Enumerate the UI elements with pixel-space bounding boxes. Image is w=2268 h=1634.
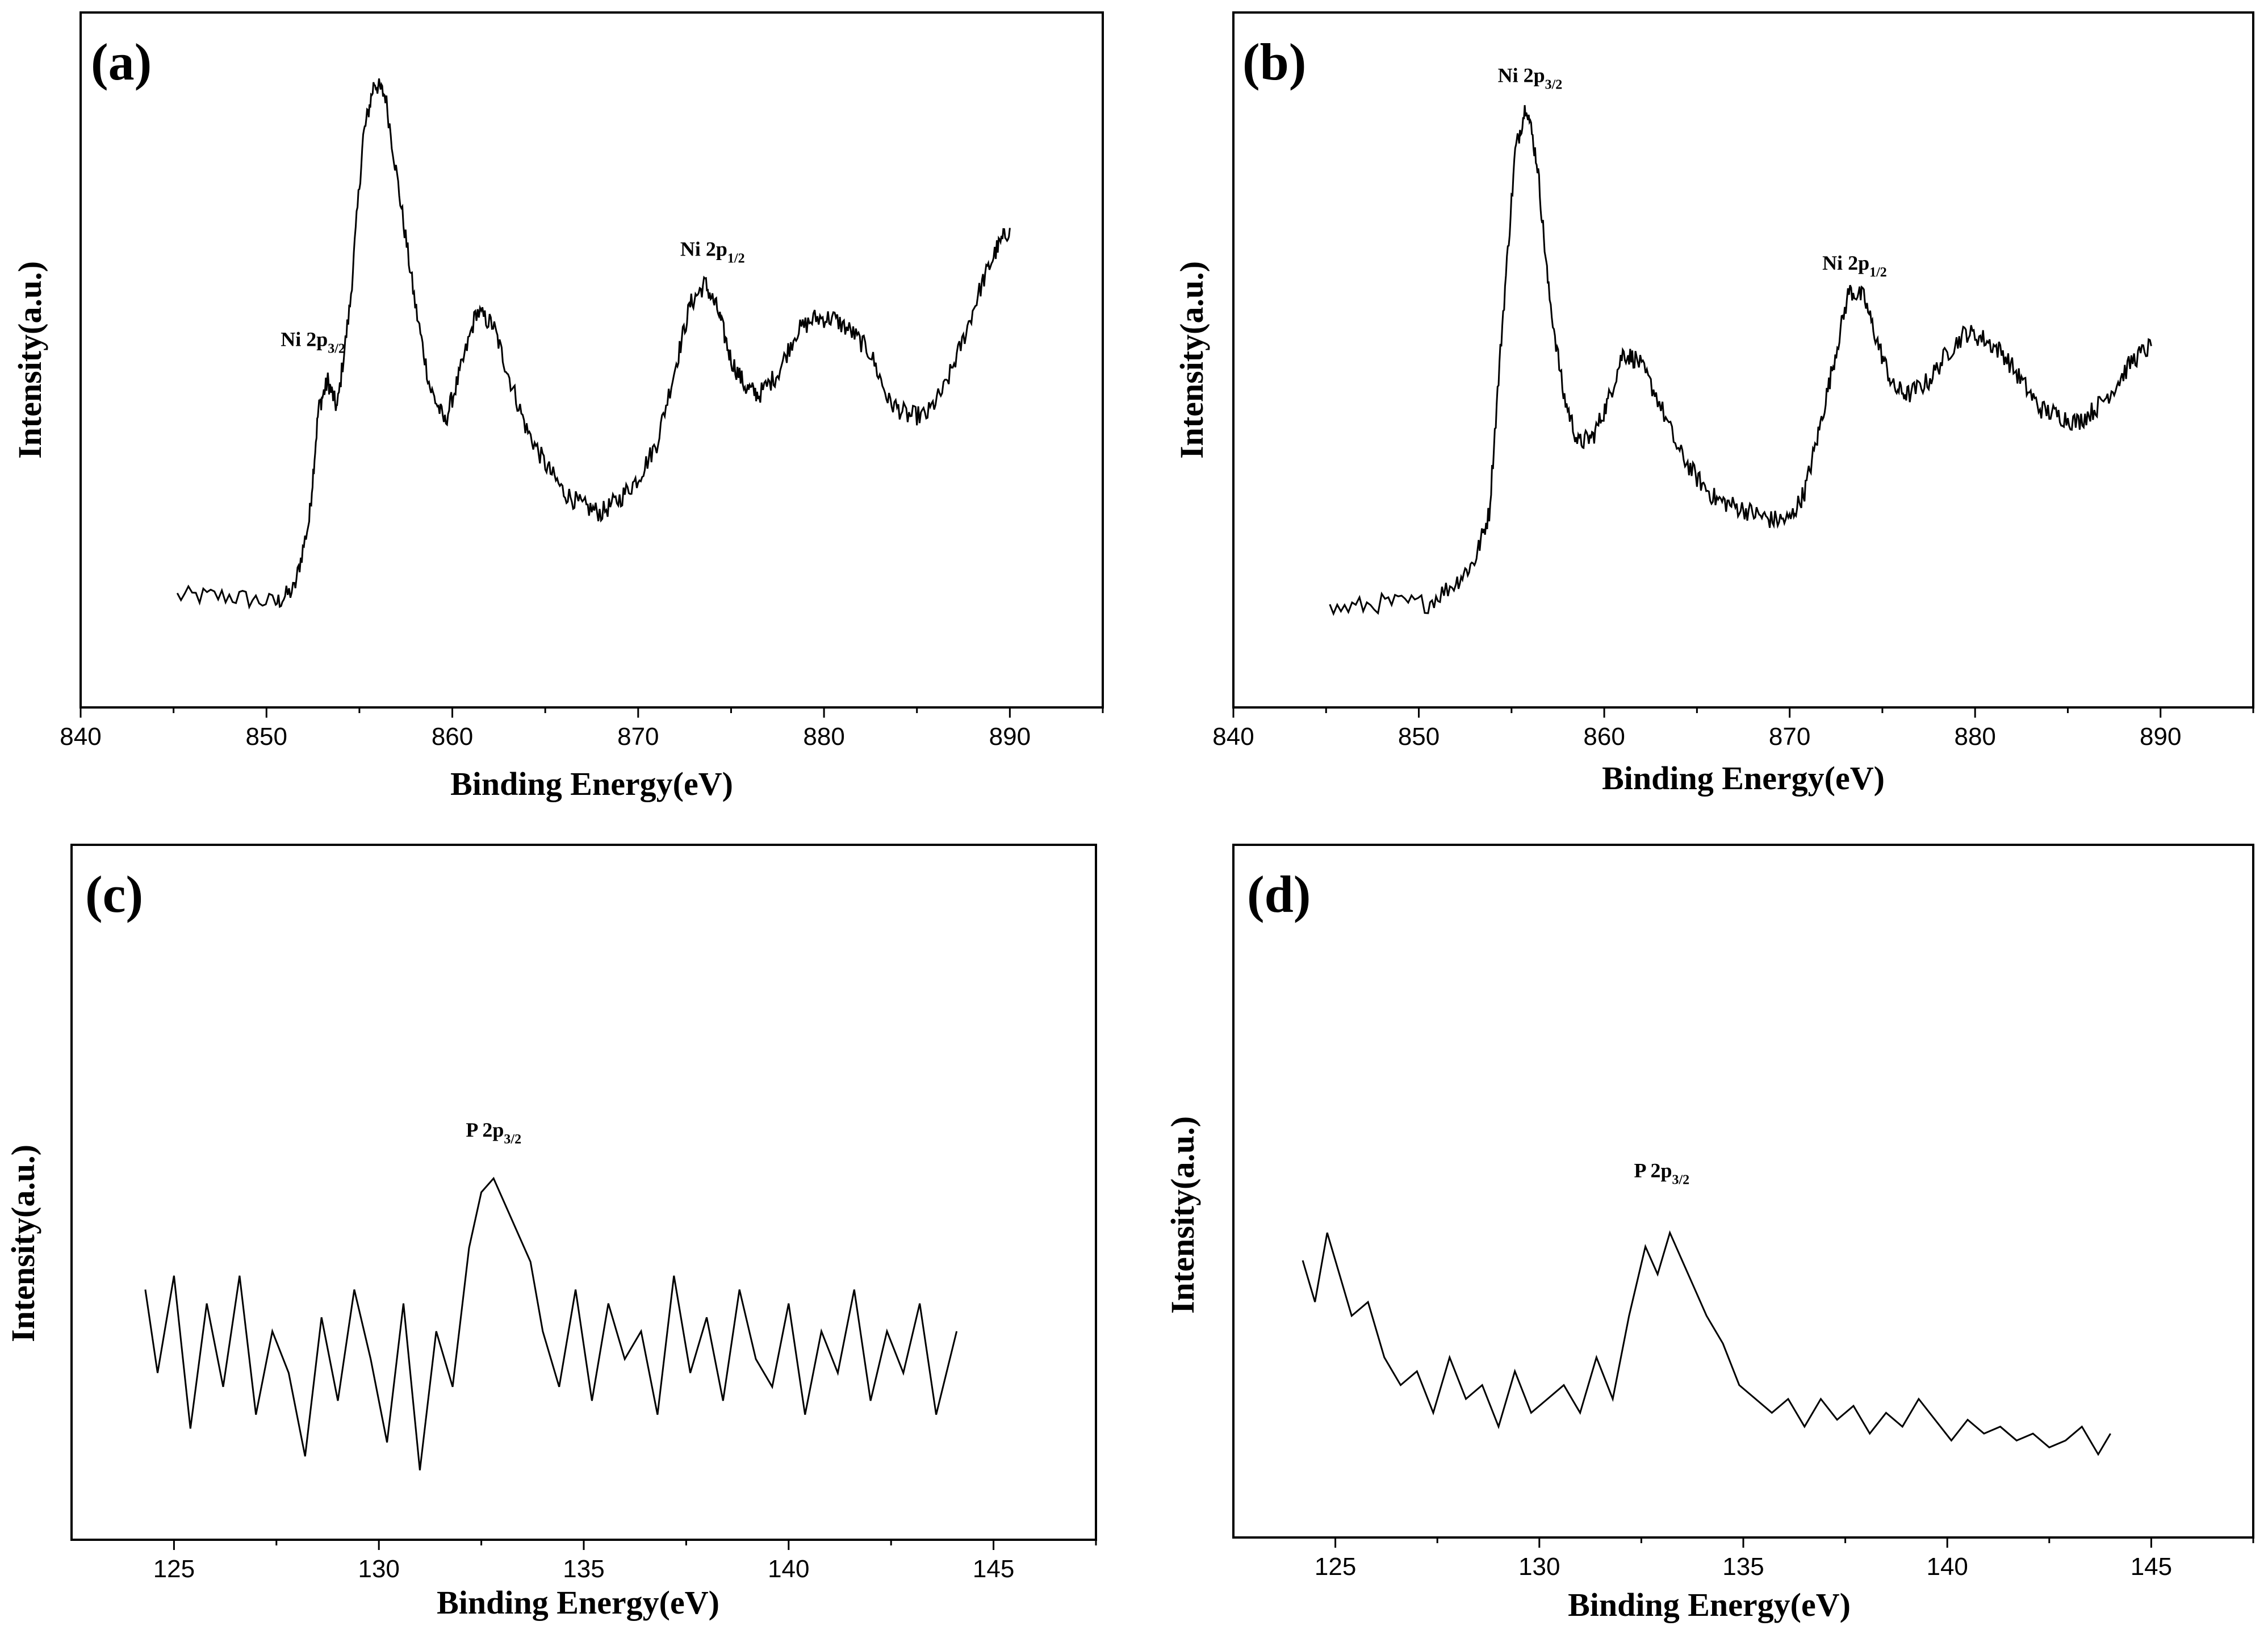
panel-a-peak-label-1: Ni 2p1/2 (680, 237, 745, 266)
panel-a-peak-label-base: Ni 2p (680, 237, 727, 260)
panel-c-xtick-label: 145 (973, 1555, 1014, 1583)
panel-a-peak-label-base: Ni 2p (281, 328, 328, 351)
panel-b-xlabel: Binding Energy(eV) (1602, 760, 1885, 797)
panel-b-peak-label-base: Ni 2p (1498, 64, 1545, 86)
panel-a-xtick-label: 870 (617, 723, 659, 751)
panel-d-series-line (1302, 1230, 2111, 1456)
panel-d-xtick-label: 130 (1518, 1553, 1560, 1581)
panel-c: (c) Binding Energy(eV) Intensity(a.u.) 1… (5, 844, 1097, 1621)
panel-c-xtick-label: 135 (563, 1555, 604, 1583)
panel-d-label: (d) (1247, 865, 1311, 923)
panel-c-label: (c) (85, 865, 143, 923)
panel-b-ylabel: Intensity(a.u.) (1173, 261, 1210, 459)
panel-c-peak-label-sub: 3/2 (504, 1132, 521, 1147)
panel-c-peak-label-base: P 2p (466, 1118, 504, 1141)
panel-b-peak-label-0: Ni 2p3/2 (1498, 64, 1563, 92)
panel-b-xtick-label: 890 (2140, 723, 2181, 751)
panel-c-xlabel: Binding Energy(eV) (437, 1584, 719, 1621)
panel-b-peak-label-1: Ni 2p1/2 (1822, 252, 1887, 280)
panel-b-xtick-label: 870 (1769, 723, 1810, 751)
panel-b-peak-label-sub: 1/2 (1869, 265, 1887, 280)
panel-b-peak-label-base: Ni 2p (1822, 252, 1869, 274)
panel-a-peak-label-0: Ni 2p3/2 (281, 328, 345, 357)
panel-d-peak-label-0: P 2p3/2 (1634, 1159, 1689, 1188)
panel-a-xtick-label: 890 (989, 723, 1031, 751)
panel-a-xtick-label: 860 (432, 723, 473, 751)
panel-c-series-line (144, 1176, 958, 1470)
panel-d-peak-label-base: P 2p (1634, 1159, 1672, 1182)
panel-b-xtick-label: 860 (1583, 723, 1625, 751)
panel-a: (a) Binding Energy(eV) Intensity(a.u.) 8… (11, 11, 1104, 802)
panel-a-label: (a) (91, 33, 152, 91)
panel-a-frame (79, 11, 1104, 709)
panel-c-ylabel: Intensity(a.u.) (5, 1145, 41, 1342)
panel-c-xtick-label: 140 (768, 1555, 809, 1583)
panel-d-xtick-label: 140 (1926, 1553, 1968, 1581)
panel-a-ticks: 840 850 860 870 880 890 (60, 707, 1104, 751)
panel-a-xtick-label: 840 (60, 723, 101, 751)
panel-a-ylabel: Intensity(a.u.) (11, 261, 48, 459)
panel-b-ticks: 840 850 860 870 880 890 (1212, 707, 2254, 751)
panel-b-annotations: Ni 2p3/2Ni 2p1/2 (1498, 64, 1887, 279)
panel-d-xtick-label: 145 (2131, 1553, 2172, 1581)
panel-a-peak-label-sub: 1/2 (727, 251, 745, 266)
panel-a-series-line (176, 78, 1011, 610)
panel-c-annotations: P 2p3/2 (466, 1118, 521, 1147)
panel-b: (b) Binding Energy(eV) Intensity(a.u.) 8… (1173, 11, 2254, 797)
panel-b-frame (1232, 11, 2254, 709)
panel-d: (d) Binding Energy(eV) Intensity(a.u.) 1… (1164, 844, 2254, 1623)
panel-c-xtick-label: 130 (358, 1555, 399, 1583)
panel-b-xtick-label: 850 (1398, 723, 1440, 751)
panel-b-xtick-label: 880 (1954, 723, 1995, 751)
panel-d-xlabel: Binding Energy(eV) (1568, 1586, 1851, 1623)
panel-c-xtick-label: 125 (153, 1555, 195, 1583)
panel-d-ticks: 125 130 135 140 145 (1315, 1537, 2254, 1581)
panel-d-xtick-label: 135 (1722, 1553, 1764, 1581)
panel-a-xtick-label: 850 (246, 723, 287, 751)
panel-d-xtick-label: 125 (1315, 1553, 1356, 1581)
panel-b-peak-label-sub: 3/2 (1545, 77, 1563, 92)
panel-d-annotations: P 2p3/2 (1634, 1159, 1689, 1188)
panel-b-xtick-label: 840 (1212, 723, 1254, 751)
panel-b-series-line (1329, 105, 2152, 617)
panel-d-ylabel: Intensity(a.u.) (1164, 1116, 1201, 1314)
panel-d-peak-label-sub: 3/2 (1672, 1173, 1689, 1188)
panel-a-annotations: Ni 2p3/2Ni 2p1/2 (281, 237, 744, 356)
panel-a-xtick-label: 880 (803, 723, 844, 751)
panel-c-peak-label-0: P 2p3/2 (466, 1118, 521, 1147)
panel-c-ticks: 125 130 135 140 145 (153, 1540, 1097, 1583)
panel-a-peak-label-sub: 3/2 (328, 342, 345, 357)
panel-a-xlabel: Binding Energy(eV) (450, 765, 733, 802)
panel-b-label: (b) (1242, 33, 1306, 91)
